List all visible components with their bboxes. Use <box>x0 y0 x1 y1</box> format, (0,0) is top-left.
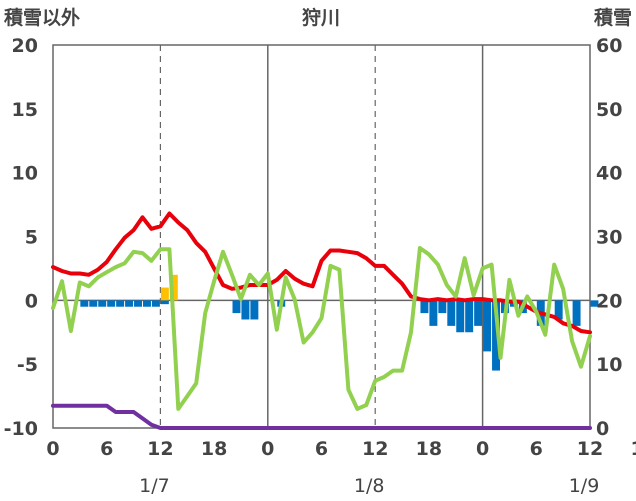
chart-title: 狩川 <box>302 6 340 29</box>
left-tick-label: -10 <box>4 418 38 440</box>
blue-bar <box>98 300 107 307</box>
left-tick-label: -5 <box>17 354 38 376</box>
x-tick-label: 6 <box>100 438 113 460</box>
blue-bar <box>89 300 98 307</box>
series-lines <box>51 211 592 430</box>
blue-bar <box>483 300 492 352</box>
blue-bar <box>420 300 429 314</box>
x-tick-label: 12 <box>577 438 603 460</box>
blue-bar <box>143 300 151 307</box>
series-line-3 <box>51 403 592 430</box>
blue-bar <box>447 300 456 326</box>
left-tick-label: 0 <box>25 290 38 312</box>
left-tick-label: 15 <box>12 99 38 121</box>
blue-bar <box>160 300 169 305</box>
blue-bar <box>241 300 250 320</box>
blue-bar <box>590 300 599 307</box>
blue-bar <box>474 300 483 326</box>
blue-bar <box>232 300 241 314</box>
blue-bar <box>438 300 447 314</box>
series-line-1 <box>51 211 592 335</box>
x-tick-label: 12 <box>147 438 173 460</box>
right-tick-label: 20 <box>596 290 622 312</box>
x-tick-label: 0 <box>46 438 59 460</box>
x-tick-label: 18 <box>416 438 442 460</box>
right-axis-title: 積雪 <box>594 6 632 29</box>
x-tick-label: 6 <box>315 438 328 460</box>
left-tick-label: 10 <box>12 163 38 185</box>
left-tick-label: 5 <box>25 227 38 249</box>
date-label: 1/7 <box>139 475 170 497</box>
blue-bar <box>465 300 474 333</box>
right-tick-label: 10 <box>596 354 622 376</box>
right-tick-label: 30 <box>596 227 622 249</box>
right-tick-label: 50 <box>596 99 622 121</box>
blue-bar <box>554 300 563 320</box>
blue-bar <box>134 300 142 307</box>
x-tick-label: 0 <box>476 438 489 460</box>
date-label: 1/9 <box>569 475 600 497</box>
blue-bar <box>250 300 259 320</box>
date-label: 1/8 <box>354 475 385 497</box>
plot-area <box>52 44 591 429</box>
blue-bar <box>107 300 116 307</box>
blue-bar <box>80 300 89 307</box>
blue-bar <box>151 300 160 307</box>
orange-bar <box>160 287 169 301</box>
blue-bar <box>456 300 465 333</box>
blue-bar <box>492 300 500 371</box>
blue-bar <box>125 300 134 307</box>
blue-bar <box>116 300 125 307</box>
series-line-2 <box>51 246 592 411</box>
x-tick-label: 0 <box>261 438 274 460</box>
x-tick-label: 18 <box>630 438 636 460</box>
right-tick-label: 60 <box>596 35 622 57</box>
blue-bar <box>572 300 581 326</box>
left-tick-label: 20 <box>12 35 38 57</box>
x-tick-label: 6 <box>530 438 543 460</box>
right-tick-label: 0 <box>596 418 609 440</box>
blue-bar <box>429 300 438 326</box>
orange-bar <box>169 274 178 301</box>
left-axis-title: 積雪以外 <box>4 6 80 29</box>
right-tick-label: 40 <box>596 163 622 185</box>
x-tick-label: 12 <box>362 438 388 460</box>
x-tick-label: 18 <box>201 438 227 460</box>
